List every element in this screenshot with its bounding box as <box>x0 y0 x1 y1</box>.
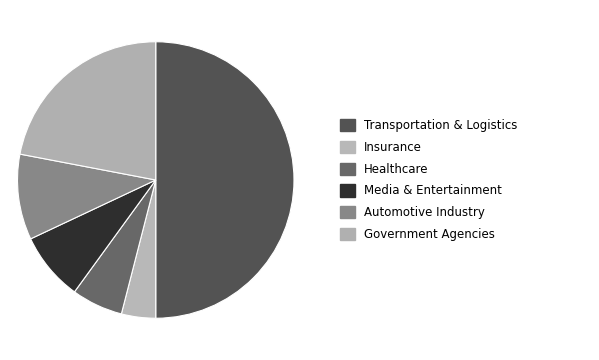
Wedge shape <box>156 42 294 318</box>
Wedge shape <box>74 180 156 314</box>
Wedge shape <box>17 154 156 239</box>
Wedge shape <box>20 42 156 180</box>
Wedge shape <box>31 180 156 292</box>
Wedge shape <box>122 180 156 318</box>
Legend: Transportation & Logistics, Insurance, Healthcare, Media & Entertainment, Automo: Transportation & Logistics, Insurance, H… <box>334 113 524 247</box>
